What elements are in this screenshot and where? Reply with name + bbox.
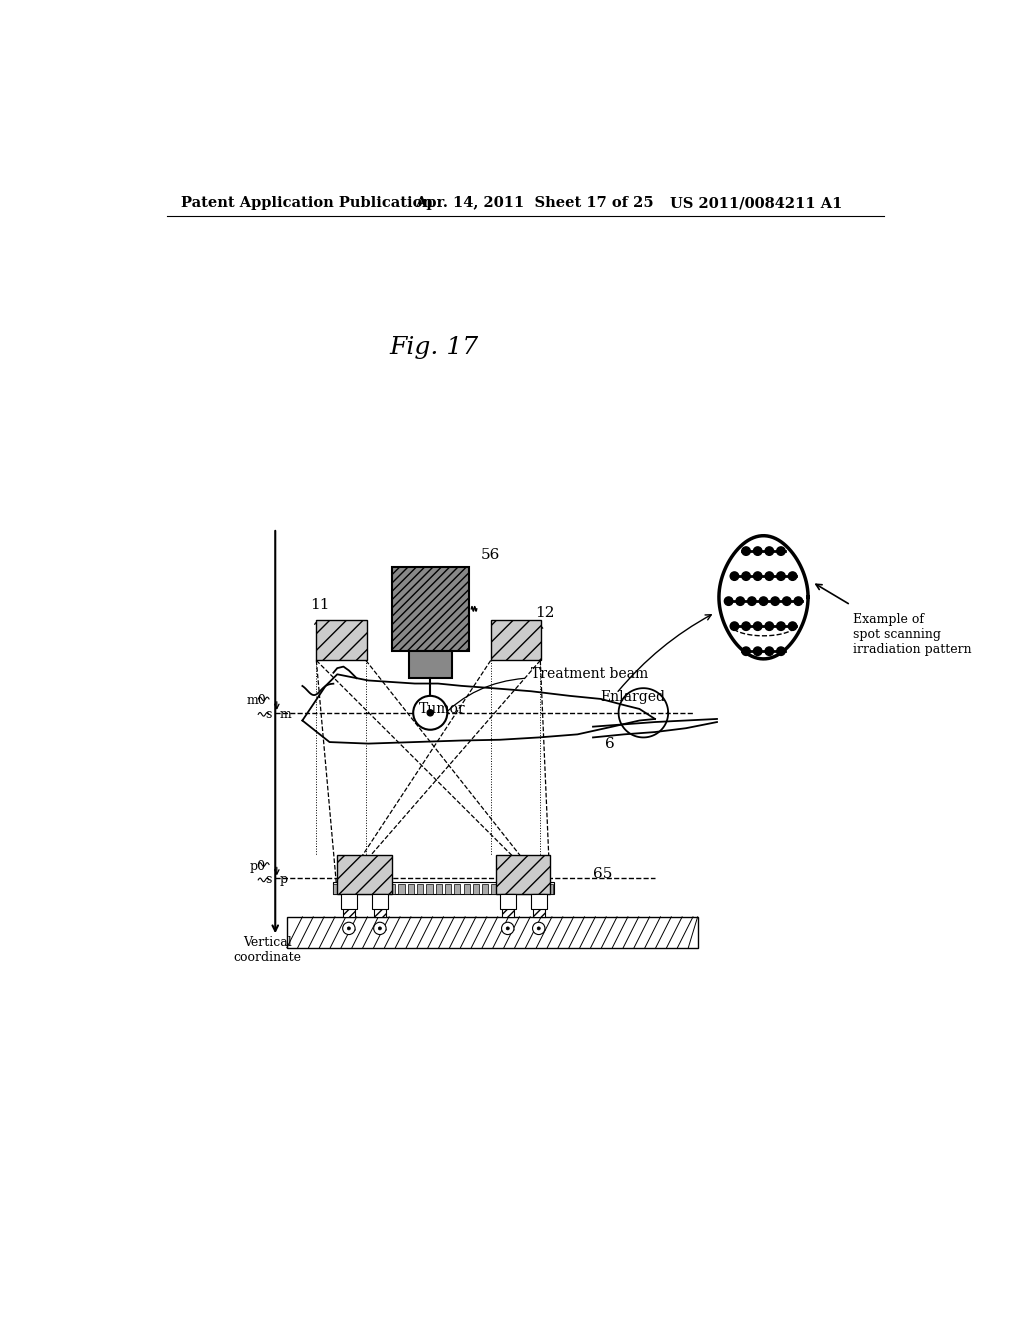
Text: Apr. 14, 2011  Sheet 17 of 25: Apr. 14, 2011 Sheet 17 of 25 <box>415 197 653 210</box>
Text: s: s <box>265 708 271 721</box>
Text: 56: 56 <box>480 548 500 562</box>
Text: 6: 6 <box>604 737 614 751</box>
Circle shape <box>788 572 797 581</box>
Text: s: s <box>265 874 271 887</box>
Bar <box>417 884 423 894</box>
Circle shape <box>347 927 350 929</box>
Circle shape <box>343 923 355 935</box>
Bar <box>334 882 554 894</box>
Text: Tumor: Tumor <box>419 702 465 715</box>
Circle shape <box>736 597 744 606</box>
Text: 65: 65 <box>593 867 612 882</box>
Circle shape <box>776 622 785 631</box>
Bar <box>337 855 391 894</box>
Bar <box>519 884 525 894</box>
Bar <box>547 884 554 894</box>
Circle shape <box>754 546 762 556</box>
Circle shape <box>754 622 762 631</box>
Circle shape <box>724 597 733 606</box>
Bar <box>372 894 388 909</box>
Circle shape <box>730 622 738 631</box>
Bar <box>496 855 550 894</box>
Text: p0: p0 <box>250 859 266 873</box>
Circle shape <box>795 597 803 606</box>
Bar <box>435 884 442 894</box>
Bar <box>464 884 470 894</box>
Bar <box>361 884 368 894</box>
Bar <box>531 894 547 909</box>
Bar <box>501 884 507 894</box>
Bar <box>538 884 544 894</box>
Circle shape <box>782 597 791 606</box>
Text: US 2011/0084211 A1: US 2011/0084211 A1 <box>671 197 843 210</box>
Circle shape <box>414 696 447 730</box>
Text: Treatment beam: Treatment beam <box>531 668 648 681</box>
Circle shape <box>765 572 773 581</box>
Bar <box>380 884 386 894</box>
Bar <box>341 894 356 909</box>
Text: Vertical
coordinate: Vertical coordinate <box>233 936 301 964</box>
Text: m: m <box>280 708 291 721</box>
Bar <box>316 620 367 660</box>
Bar <box>343 884 349 894</box>
Bar <box>374 894 386 917</box>
Text: 12: 12 <box>535 606 554 619</box>
Text: Patent Application Publication: Patent Application Publication <box>180 197 433 210</box>
Circle shape <box>754 647 762 656</box>
Bar <box>532 894 545 917</box>
Circle shape <box>741 647 751 656</box>
Circle shape <box>741 622 751 631</box>
Circle shape <box>748 597 756 606</box>
Circle shape <box>538 927 541 929</box>
Circle shape <box>754 572 762 581</box>
Bar <box>334 884 340 894</box>
Circle shape <box>765 622 773 631</box>
Text: p: p <box>280 874 288 887</box>
Circle shape <box>765 546 773 556</box>
Bar <box>426 884 432 894</box>
Text: Enlarged: Enlarged <box>601 690 666 705</box>
Text: Example of
spot scanning
irradiation pattern: Example of spot scanning irradiation pat… <box>853 612 972 656</box>
Circle shape <box>741 546 751 556</box>
Circle shape <box>776 546 785 556</box>
Text: Fig. 17: Fig. 17 <box>389 335 478 359</box>
Circle shape <box>506 927 509 929</box>
Circle shape <box>378 927 381 929</box>
Bar <box>391 566 469 651</box>
Circle shape <box>765 647 773 656</box>
Circle shape <box>502 923 514 935</box>
Circle shape <box>532 923 545 935</box>
Bar <box>492 884 498 894</box>
Circle shape <box>759 597 768 606</box>
Circle shape <box>776 572 785 581</box>
Circle shape <box>741 572 751 581</box>
Bar <box>398 884 404 894</box>
Bar <box>371 884 377 894</box>
Bar <box>287 917 697 948</box>
Circle shape <box>730 572 738 581</box>
Bar <box>352 884 358 894</box>
Bar <box>455 884 461 894</box>
Bar <box>500 894 515 909</box>
Bar <box>343 894 355 917</box>
Bar <box>473 884 479 894</box>
Bar <box>528 884 535 894</box>
Circle shape <box>788 622 797 631</box>
Circle shape <box>374 923 386 935</box>
Circle shape <box>776 647 785 656</box>
Bar <box>410 651 452 678</box>
Polygon shape <box>719 536 808 659</box>
Bar <box>408 884 414 894</box>
Circle shape <box>427 710 433 715</box>
Bar <box>389 884 395 894</box>
Text: m0: m0 <box>246 694 266 708</box>
Text: 11: 11 <box>310 598 330 612</box>
Circle shape <box>771 597 779 606</box>
Bar <box>490 620 541 660</box>
Bar <box>482 884 488 894</box>
Bar <box>510 884 516 894</box>
Bar <box>502 894 514 917</box>
Bar <box>445 884 452 894</box>
